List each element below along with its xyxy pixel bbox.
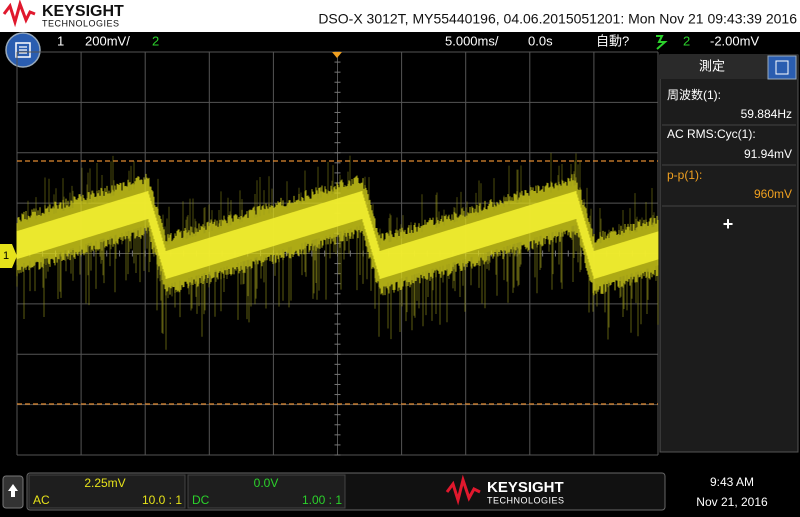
trigger-icon (656, 35, 668, 50)
measurement-label: AC RMS:Cyc(1): (667, 127, 756, 141)
time-scale[interactable]: 5.000ms/ (445, 33, 499, 48)
trigger-source[interactable]: 2 (683, 33, 690, 48)
channel-marker-bg (0, 244, 17, 268)
measurement-value: 91.94mV (744, 147, 792, 161)
brand-sub: TECHNOLOGIES (42, 18, 120, 28)
measurement-value: 59.884Hz (741, 107, 792, 121)
ch1-label[interactable]: 1 (57, 33, 64, 48)
add-measurement[interactable]: + (723, 214, 734, 234)
ch2-probe: 1.00 : 1 (302, 493, 342, 507)
ch2-offset: 0.0V (254, 476, 279, 490)
menu-icon-lines (19, 46, 27, 54)
brand: KEYSIGHT (42, 3, 124, 20)
ch2-softkey[interactable] (187, 474, 346, 509)
footer-brand: KEYSIGHT (487, 479, 564, 496)
panel-title: 測定 (699, 58, 725, 73)
footer-logo (445, 474, 481, 506)
ch1-probe: 10.0 : 1 (142, 493, 182, 507)
header-title: DSO-X 3012T, MY55440196, 04.06.201505120… (318, 11, 797, 27)
ch2-label[interactable]: 2 (152, 33, 159, 48)
up-arrow (8, 484, 18, 497)
softkey-bar (26, 472, 666, 511)
trigger-level[interactable]: -2.00mV (710, 33, 759, 48)
clock-date: Nov 21, 2016 (696, 495, 768, 509)
status-bar (0, 32, 800, 52)
ch1-scale[interactable]: 200mV/ (85, 33, 130, 48)
waveform (16, 152, 659, 350)
panel-menu-icon (775, 60, 789, 75)
ch1-offset: 2.25mV (84, 476, 125, 490)
measurement-label: 周波数(1): (667, 87, 721, 102)
panel-menu-button[interactable] (767, 55, 797, 80)
delay[interactable]: 0.0s (528, 33, 553, 48)
footer-brand-sub: TECHNOLOGIES (487, 495, 565, 505)
header-bar (0, 0, 800, 32)
measurement-panel (659, 54, 799, 453)
channel-marker: 1 (3, 250, 9, 262)
trigger-position-marker (332, 52, 342, 58)
measurement-value: 960mV (754, 187, 792, 201)
ch1-coupling: AC (33, 493, 50, 507)
clock-time: 9:43 AM (710, 475, 754, 489)
ch1-softkey[interactable] (28, 474, 186, 509)
measurement-label: p-p(1): (667, 168, 702, 182)
ch2-coupling: DC (192, 493, 210, 507)
menu-icon (15, 42, 31, 58)
brand-logo (2, 0, 36, 28)
trigger-mode[interactable]: 自動? (596, 33, 629, 48)
